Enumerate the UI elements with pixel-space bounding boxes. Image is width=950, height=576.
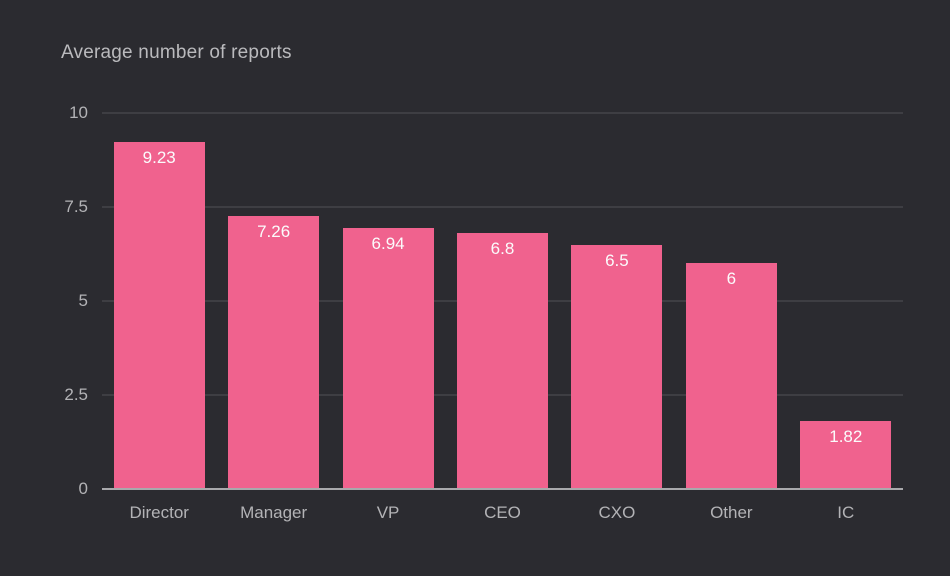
x-axis-category-label: CXO [598, 503, 636, 522]
bar-value-label: 7.26 [257, 222, 291, 242]
bar-value-label: 6.5 [605, 250, 629, 270]
bar-vp[interactable]: 6.94 [342, 228, 434, 489]
x-axis-category-label: Director [129, 503, 189, 522]
bar-value-label: 6.94 [371, 234, 405, 254]
x-axis-baseline [102, 488, 903, 490]
x-axis-category-label: CEO [484, 503, 521, 522]
bar-value-label: 6.8 [490, 239, 515, 259]
plot-area: 0 2.5 5 7.5 10 9.23 Director 7.26 Manager 6.94 VP 6… [64, 103, 903, 522]
y-axis-tick-label: 10 [69, 103, 88, 122]
y-axis-tick-label: 7.5 [64, 197, 88, 216]
y-axis-tick-label: 0 [78, 479, 88, 498]
gridline [102, 112, 903, 114]
bar-ceo[interactable]: 6.8 [457, 233, 548, 489]
x-axis-category-label: VP [376, 503, 400, 522]
gridline [102, 206, 903, 208]
x-axis-category-label: Other [710, 503, 753, 522]
chart-title: Average number of reports [61, 42, 292, 63]
bar-value-label: 9.23 [142, 147, 176, 167]
y-axis-tick-label: 5 [78, 291, 88, 310]
y-axis-tick-label: 2.5 [64, 385, 88, 404]
bar-cxo[interactable]: 6.5 [571, 244, 663, 489]
bar-manager[interactable]: 7.26 [228, 216, 320, 489]
x-axis-category-label: Manager [240, 503, 308, 522]
bar-value-label: 6 [726, 269, 737, 289]
bar-value-label: 1.82 [829, 426, 863, 446]
bar-director[interactable]: 9.23 [113, 141, 205, 489]
x-axis-category-label: IC [837, 503, 855, 522]
bar-ic[interactable]: 1.82 [800, 420, 892, 489]
bar-other[interactable]: 6 [685, 263, 777, 489]
